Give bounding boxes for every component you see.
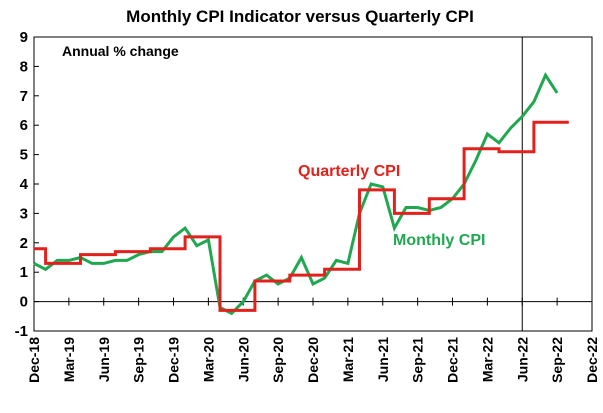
series-labels: Monthly CPI Quarterly CPI (298, 163, 485, 249)
y-tick-label: 4 (20, 176, 29, 193)
x-tick-label: Mar-22 (479, 337, 495, 382)
y-tick-label: 3 (20, 205, 28, 222)
series-label-monthly-cpi: Monthly CPI (393, 232, 485, 249)
y-tick-label: 5 (20, 147, 28, 164)
series-layer (33, 72, 569, 316)
x-tick-label: Dec-21 (445, 337, 461, 383)
x-tick-label: Dec-19 (166, 337, 182, 383)
series-line-quarterly-cpi (34, 120, 569, 312)
y-tick-label: -1 (15, 323, 28, 340)
series-label-quarterly-cpi: Quarterly CPI (298, 163, 400, 180)
y-tick-label: 7 (20, 88, 28, 105)
axes: -1 0 1 2 3 4 5 6 7 8 9 Dec-18 Mar-19 Jun-19 Sep-19 Dec-… (15, 29, 600, 383)
x-tick-label: Mar-20 (200, 337, 216, 382)
plot-frame (33, 36, 593, 332)
x-tick-label: Mar-21 (340, 337, 356, 382)
x-tick-label: Mar-19 (61, 337, 77, 382)
x-tick-label: Dec-18 (26, 337, 42, 383)
y-tick-label: 0 (20, 294, 28, 311)
x-tick-label: Sep-20 (270, 337, 286, 383)
y-tick-label: 1 (20, 264, 28, 281)
series-line-monthly-cpi (33, 72, 559, 316)
x-tick-label: Jun-19 (96, 337, 112, 382)
x-tick-label: Sep-21 (410, 337, 426, 383)
x-tick-label: Jun-21 (375, 337, 391, 382)
y-tick-label: 9 (20, 29, 28, 46)
x-tick-label: Jun-22 (514, 337, 530, 382)
x-tick-label: Dec-20 (305, 337, 321, 383)
x-tick-label: Sep-19 (131, 337, 147, 383)
x-tick-label: Dec-22 (584, 337, 600, 383)
x-tick-label: Sep-22 (549, 337, 565, 383)
y-tick-label: 6 (20, 117, 28, 134)
y-tick-label: 2 (20, 235, 28, 252)
x-tick-label: Jun-20 (235, 337, 251, 382)
annual-change-annotation: Annual % change (62, 43, 179, 59)
chart-title: Monthly CPI Indicator versus Quarterly C… (126, 7, 474, 26)
y-tick-label: 8 (20, 58, 28, 75)
